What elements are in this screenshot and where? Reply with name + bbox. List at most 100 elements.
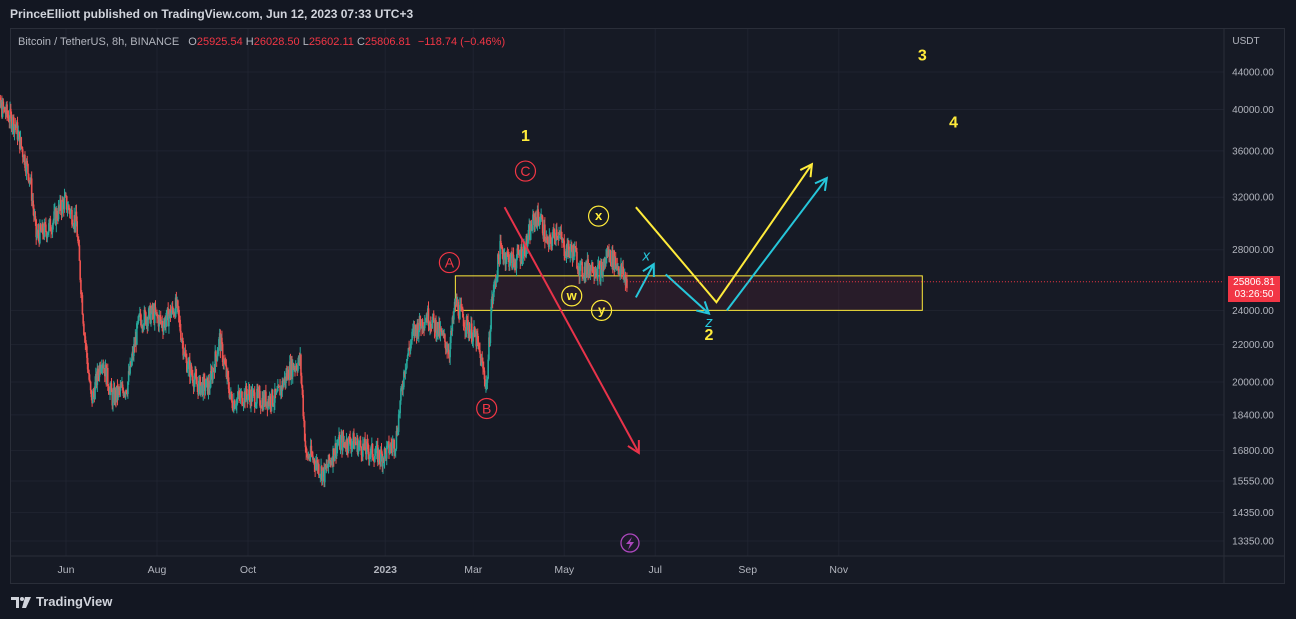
candle-body xyxy=(417,322,419,337)
candle-body xyxy=(465,330,467,332)
candle-body xyxy=(536,209,539,228)
candle-body xyxy=(435,320,437,337)
candle-body xyxy=(385,445,388,459)
candle-body xyxy=(439,328,442,336)
candle-body xyxy=(235,405,237,407)
candle-body xyxy=(37,230,40,236)
candle-body xyxy=(567,240,570,250)
candle-body xyxy=(419,316,422,325)
candle-body xyxy=(236,399,238,406)
candle-body xyxy=(366,441,369,444)
candle-body xyxy=(505,259,507,264)
candle-body xyxy=(619,268,622,276)
candle-body xyxy=(300,375,303,386)
candle-body xyxy=(180,330,182,341)
candle-body xyxy=(500,240,502,247)
candle-body xyxy=(224,363,227,366)
footer-brand[interactable]: TradingView xyxy=(36,594,113,609)
candle-body xyxy=(359,440,362,447)
candle-body xyxy=(291,363,294,377)
candle-body xyxy=(190,364,193,374)
candle-body xyxy=(435,333,438,337)
candle-body xyxy=(79,260,81,280)
candle-body xyxy=(6,104,8,115)
candle-body xyxy=(497,254,500,260)
candle-body xyxy=(259,405,262,408)
candle-body xyxy=(123,393,125,396)
x-tick-label: Jul xyxy=(649,564,662,576)
yellow-arrow-line[interactable] xyxy=(635,163,813,304)
candle-body xyxy=(77,240,80,246)
candle-body xyxy=(444,334,446,342)
candle-body xyxy=(20,137,23,147)
candle-body xyxy=(579,262,582,264)
candle-body xyxy=(603,257,606,270)
y-tick-label: 24000.00 xyxy=(1232,306,1274,317)
candle-body xyxy=(411,331,413,341)
candle-body xyxy=(301,385,304,396)
candle-body xyxy=(626,279,628,289)
candle-body xyxy=(33,208,35,217)
y-tick-label: 13350.00 xyxy=(1232,537,1274,548)
candle-body xyxy=(581,261,583,277)
candle-body xyxy=(541,216,544,234)
candle-body xyxy=(483,370,486,380)
candle-body xyxy=(230,391,233,401)
x-tick-label: Jun xyxy=(58,564,75,576)
red-arrow-line[interactable] xyxy=(503,206,640,454)
candle-body xyxy=(139,313,142,321)
candle-body xyxy=(449,343,451,358)
candle-body xyxy=(204,387,207,391)
candle-body xyxy=(257,390,260,394)
candle-body xyxy=(112,392,114,406)
chart-frame[interactable] xyxy=(10,28,1285,584)
candle-body xyxy=(306,452,308,455)
candle-body xyxy=(491,296,493,307)
candle-body xyxy=(490,306,492,330)
candle-body xyxy=(30,178,33,201)
candle-body xyxy=(34,216,37,220)
candle-body xyxy=(470,323,473,343)
cyan-arrow-line[interactable] xyxy=(634,263,655,298)
candle-body xyxy=(515,258,518,269)
red-arrow-head xyxy=(627,439,640,455)
lightning-icon[interactable] xyxy=(620,533,640,553)
candle-body xyxy=(388,450,391,454)
candle-body xyxy=(478,343,481,351)
candle-body xyxy=(238,392,240,396)
candle-body xyxy=(221,337,223,345)
y-tick-label: 15550.00 xyxy=(1232,477,1274,488)
candle-body xyxy=(410,340,413,344)
candle-body xyxy=(153,307,156,324)
candle-body xyxy=(350,444,353,450)
candle-body xyxy=(530,224,533,231)
candle-body xyxy=(370,446,372,455)
candle-body xyxy=(133,344,135,357)
candle-body xyxy=(394,448,397,452)
y-tick-label: 32000.00 xyxy=(1232,193,1274,204)
candle-body xyxy=(145,312,147,325)
wave-circle xyxy=(438,251,460,274)
candle-body xyxy=(507,253,510,255)
candle-body xyxy=(106,368,109,387)
cyan-arrow-line[interactable] xyxy=(665,273,710,315)
candle-body xyxy=(335,445,338,457)
candle-body xyxy=(312,455,314,460)
candle-body xyxy=(86,357,89,370)
candle-body xyxy=(384,448,387,451)
candle-body xyxy=(99,365,102,372)
candle-body xyxy=(78,245,81,261)
candle-body xyxy=(501,246,504,255)
candle-body xyxy=(453,310,455,320)
demand-zone[interactable] xyxy=(454,275,923,311)
candle-body xyxy=(397,414,400,432)
candle-body xyxy=(254,406,257,408)
candle-body xyxy=(406,355,409,359)
candle-body xyxy=(406,358,408,368)
candle-body xyxy=(143,309,146,326)
candle-body xyxy=(353,433,355,450)
close-label: C xyxy=(356,36,365,48)
cyan-arrow-line[interactable] xyxy=(726,177,828,311)
candle-body xyxy=(102,365,105,369)
